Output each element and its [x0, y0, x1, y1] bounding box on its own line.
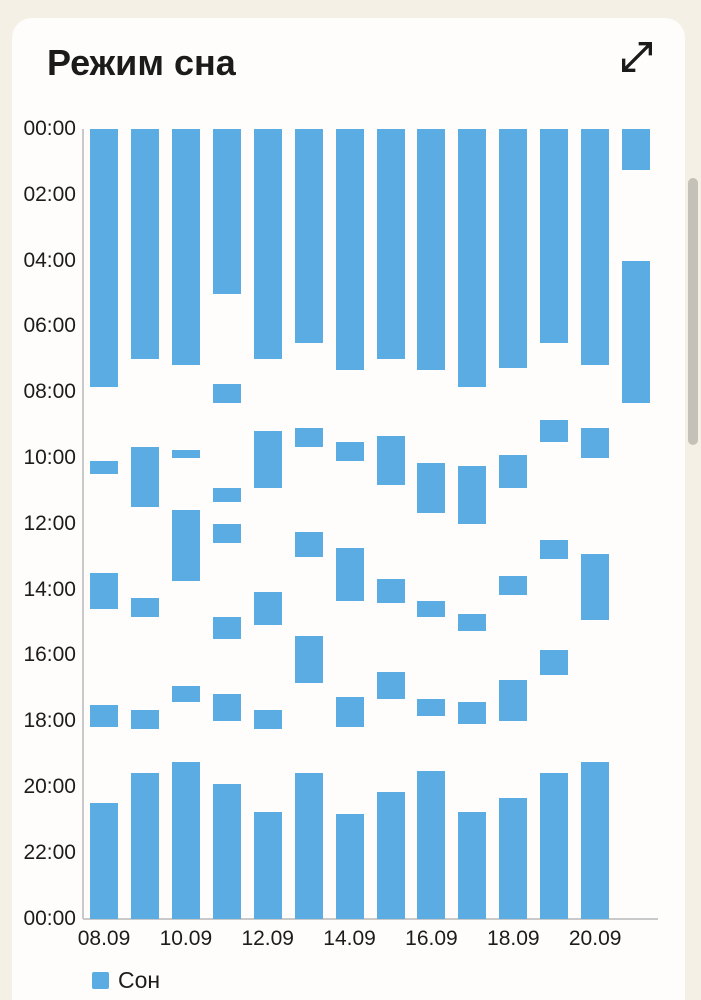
sleep-bar — [376, 129, 405, 360]
sleep-bar — [171, 510, 200, 582]
y-axis-label: 20:00 — [23, 775, 76, 798]
sleep-bar — [376, 792, 405, 919]
sleep-bar — [90, 129, 118, 387]
sleep-bar — [581, 427, 610, 458]
sleep-bar — [458, 129, 487, 387]
y-axis-label: 16:00 — [23, 643, 76, 667]
sleep-bar — [253, 430, 282, 489]
sleep-bar — [253, 592, 282, 626]
sleep-bar — [212, 488, 241, 502]
sleep-bar — [499, 129, 528, 368]
sleep-bar — [130, 597, 159, 617]
sleep-bar — [212, 693, 241, 722]
x-axis-label: 20.09 — [568, 927, 622, 950]
sleep-bar — [130, 773, 159, 919]
sleep-bar — [458, 466, 487, 524]
sleep-bar — [499, 797, 528, 919]
scrollbar-thumb[interactable] — [688, 178, 698, 445]
sleep-bar — [376, 671, 405, 700]
x-axis-label: 16.09 — [405, 927, 458, 950]
expand-arrows-icon — [622, 42, 652, 72]
sleep-bar — [90, 803, 118, 919]
sleep-bar — [294, 427, 323, 448]
sleep-bar — [130, 447, 159, 508]
sleep-bar — [212, 784, 241, 919]
page-title: Режим сна — [47, 42, 236, 83]
x-axis-label: 08.09 — [77, 927, 131, 950]
sleep-bar — [581, 762, 610, 919]
sleep-bar — [130, 710, 159, 730]
sleep-bar — [540, 419, 569, 442]
y-axis-label: 10:00 — [23, 446, 76, 469]
sleep-bar — [540, 129, 569, 343]
sleep-bar — [622, 129, 651, 171]
sleep-bar — [90, 704, 118, 727]
sleep-bar — [253, 129, 282, 360]
expand-button[interactable] — [615, 35, 659, 79]
x-axis-label: 14.09 — [323, 927, 376, 950]
sleep-bar — [417, 699, 446, 716]
sleep-bar — [417, 600, 446, 617]
sleep-bar — [376, 436, 405, 486]
sleep-bar — [335, 696, 364, 727]
sleep-bar — [335, 129, 364, 371]
sleep-bar — [458, 702, 487, 724]
sleep-bar — [90, 460, 118, 475]
sleep-bar — [417, 463, 446, 513]
y-axis-label: 00:00 — [23, 906, 76, 930]
legend-label: Сон — [118, 966, 161, 993]
sleep-bar — [417, 129, 446, 371]
y-axis-label: 18:00 — [23, 709, 76, 733]
sleep-bar — [253, 710, 282, 730]
sleep-bar — [171, 762, 200, 919]
y-axis-label: 02:00 — [23, 182, 76, 206]
legend-swatch — [92, 971, 109, 989]
sleep-bar — [294, 129, 323, 343]
y-axis-label: 12:00 — [23, 511, 76, 535]
sleep-bar — [499, 575, 528, 596]
sleep-bar — [499, 680, 528, 722]
sleep-bar — [171, 685, 200, 702]
y-axis-line — [82, 129, 84, 919]
sleep-bar — [376, 578, 405, 604]
sleep-bar — [130, 129, 159, 360]
sleep-bar — [540, 773, 569, 919]
sleep-bar — [581, 553, 610, 620]
sleep-bar — [212, 523, 241, 543]
x-axis-label: 10.09 — [159, 927, 213, 950]
sleep-bar — [253, 811, 282, 919]
sleep-bar — [90, 573, 118, 609]
sleep-bar — [458, 614, 487, 631]
y-axis-label: 06:00 — [23, 314, 76, 338]
sleep-bar — [294, 532, 323, 557]
sleep-bar — [171, 449, 200, 458]
x-axis-label: 12.09 — [241, 927, 294, 950]
y-axis-label: 08:00 — [23, 380, 76, 404]
sleep-bar — [294, 773, 323, 919]
sleep-bar — [540, 649, 569, 675]
sleep-bar — [335, 814, 364, 919]
y-axis-label: 22:00 — [23, 840, 76, 864]
sleep-bar — [499, 455, 528, 489]
sleep-bar — [622, 260, 651, 404]
y-axis-label: 00:00 — [23, 117, 76, 140]
sleep-bar — [212, 617, 241, 639]
sleep-bar — [171, 129, 200, 365]
sleep-bar — [294, 636, 323, 683]
y-axis-label: 14:00 — [23, 577, 76, 601]
legend: Сон — [92, 966, 161, 993]
sleep-bar — [540, 540, 569, 560]
sleep-bar — [581, 129, 610, 365]
sleep-bar — [417, 770, 446, 919]
sleep-bar — [212, 129, 241, 294]
sleep-bar — [335, 441, 364, 461]
y-axis-label: 04:00 — [23, 248, 76, 272]
sleep-bar — [458, 811, 487, 919]
x-axis-line — [83, 918, 658, 920]
sleep-bar — [335, 548, 364, 601]
sleep-bar — [212, 383, 241, 404]
x-axis-label: 18.09 — [487, 927, 540, 950]
